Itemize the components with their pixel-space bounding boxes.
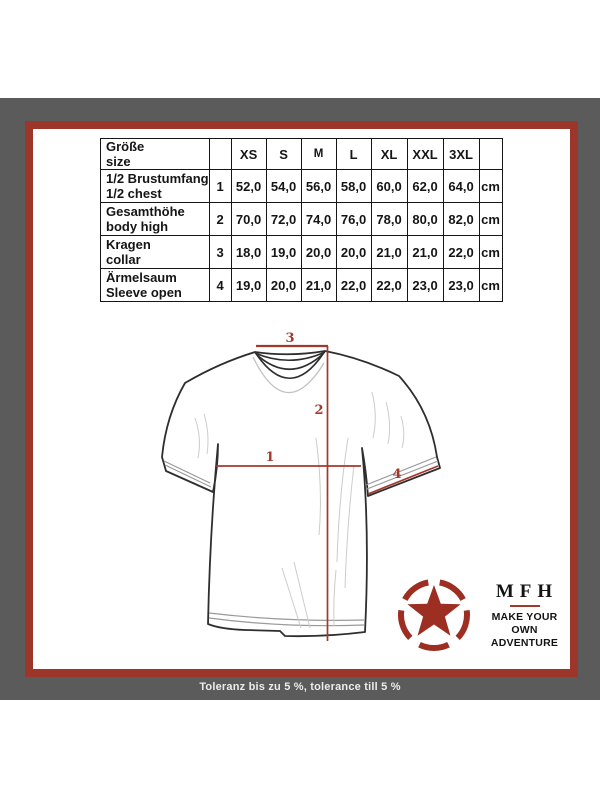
marker-header-cell [208, 138, 232, 170]
brand-logo: MFH MAKE YOUR OWN ADVENTURE [395, 575, 569, 657]
measure-label-en: collar [106, 252, 141, 267]
value-cell: 21,0 [300, 268, 337, 302]
value-cell: 58,0 [335, 169, 372, 203]
measure-label-cell: Gesamthöhe body high [100, 202, 210, 236]
measure-label-cell: 1/2 Brustumfang 1/2 chest [100, 169, 210, 203]
value-cell: 64,0 [442, 169, 480, 203]
measurement-label-2: 2 [314, 403, 323, 418]
measure-label-de: 1/2 Brustumfang [106, 171, 209, 186]
measurement-label-4: 4 [392, 467, 401, 482]
star-icon [397, 579, 471, 651]
size-col-header: XL [370, 138, 408, 170]
collar-shadow-line [252, 356, 325, 394]
unit-cell: cm [478, 202, 503, 236]
value-cell: 76,0 [335, 202, 372, 236]
value-cell: 23,0 [442, 268, 480, 302]
size-col-header: M [300, 138, 337, 170]
value-cell: 60,0 [370, 169, 408, 203]
tolerance-note: Toleranz bis zu 5 %, tolerance till 5 % [199, 681, 401, 693]
tshirt-diagram: 3 2 1 4 [161, 331, 441, 641]
measure-label-de: Gesamthöhe [106, 204, 185, 219]
tshirt-outline [161, 350, 441, 638]
value-cell: 56,0 [300, 169, 337, 203]
hem-stitch-lines [163, 456, 439, 627]
value-cell: 23,0 [406, 268, 444, 302]
unit-cell: cm [478, 268, 503, 302]
brand-tagline-line1: MAKE YOUR OWN [491, 611, 558, 636]
value-cell: 54,0 [265, 169, 302, 203]
value-cell: 21,0 [370, 235, 408, 269]
value-cell: 74,0 [300, 202, 337, 236]
marker-cell: 3 [208, 235, 232, 269]
measure-label-de: Ärmelsaum [106, 270, 177, 285]
size-table: Größe size XS S M L XL XXL 3XL [100, 138, 503, 302]
brand-name: MFH [495, 581, 559, 602]
collar-lines [254, 351, 326, 380]
value-cell: 19,0 [265, 235, 302, 269]
value-cell: 20,0 [300, 235, 337, 269]
measurement-label-1: 1 [265, 450, 274, 465]
brand-tagline-line2: ADVENTURE [490, 637, 559, 649]
marker-cell: 2 [208, 202, 232, 236]
size-header-cell: Größe size [100, 138, 210, 170]
measurement-lines [216, 344, 439, 641]
size-col-header: S [265, 138, 302, 170]
value-cell: 72,0 [265, 202, 302, 236]
measurement-line-4 [367, 465, 439, 495]
unit-cell: cm [478, 169, 503, 203]
value-cell: 19,0 [230, 268, 267, 302]
table-row: 1/2 Brustumfang 1/2 chest 1 52,0 54,0 56… [100, 169, 503, 203]
measure-label-en: body high [106, 219, 169, 234]
measure-label-cell: Ärmelsaum Sleeve open [100, 268, 210, 302]
value-cell: 70,0 [230, 202, 267, 236]
outer-frame: Größe size XS S M L XL XXL 3XL [0, 98, 600, 700]
value-cell: 18,0 [230, 235, 267, 269]
measure-label-en: Sleeve open [106, 285, 182, 300]
value-cell: 78,0 [370, 202, 408, 236]
measure-label-de: Kragen [106, 237, 151, 252]
measurement-label-3: 3 [285, 331, 294, 346]
value-cell: 22,0 [370, 268, 408, 302]
size-col-header: XXL [406, 138, 444, 170]
measure-label-en: 1/2 chest [106, 186, 162, 201]
brand-divider [509, 605, 540, 607]
value-cell: 62,0 [406, 169, 444, 203]
table-row: Gesamthöhe body high 2 70,0 72,0 74,0 76… [100, 202, 503, 236]
value-cell: 82,0 [442, 202, 480, 236]
size-col-header: L [335, 138, 372, 170]
value-cell: 20,0 [265, 268, 302, 302]
value-cell: 22,0 [442, 235, 480, 269]
unit-header-cell [478, 138, 503, 170]
value-cell: 20,0 [335, 235, 372, 269]
header-label-en: size [106, 154, 131, 169]
wrinkle-lines [194, 391, 405, 629]
value-cell: 22,0 [335, 268, 372, 302]
value-cell: 80,0 [406, 202, 444, 236]
value-cell: 52,0 [230, 169, 267, 203]
measure-label-cell: Kragen collar [100, 235, 210, 269]
marker-cell: 4 [208, 268, 232, 302]
unit-cell: cm [478, 235, 503, 269]
table-row: Ärmelsaum Sleeve open 4 19,0 20,0 21,0 2… [100, 268, 503, 302]
brand-text-block: MFH MAKE YOUR OWN ADVENTURE [480, 582, 569, 650]
content-panel: Größe size XS S M L XL XXL 3XL [25, 121, 578, 677]
marker-cell: 1 [208, 169, 232, 203]
value-cell: 21,0 [406, 235, 444, 269]
size-col-header: XS [230, 138, 267, 170]
table-row: Kragen collar 3 18,0 19,0 20,0 20,0 21,0… [100, 235, 503, 269]
table-header-row: Größe size XS S M L XL XXL 3XL [100, 138, 503, 170]
size-col-header: 3XL [442, 138, 480, 170]
header-label-de: Größe [106, 139, 145, 155]
